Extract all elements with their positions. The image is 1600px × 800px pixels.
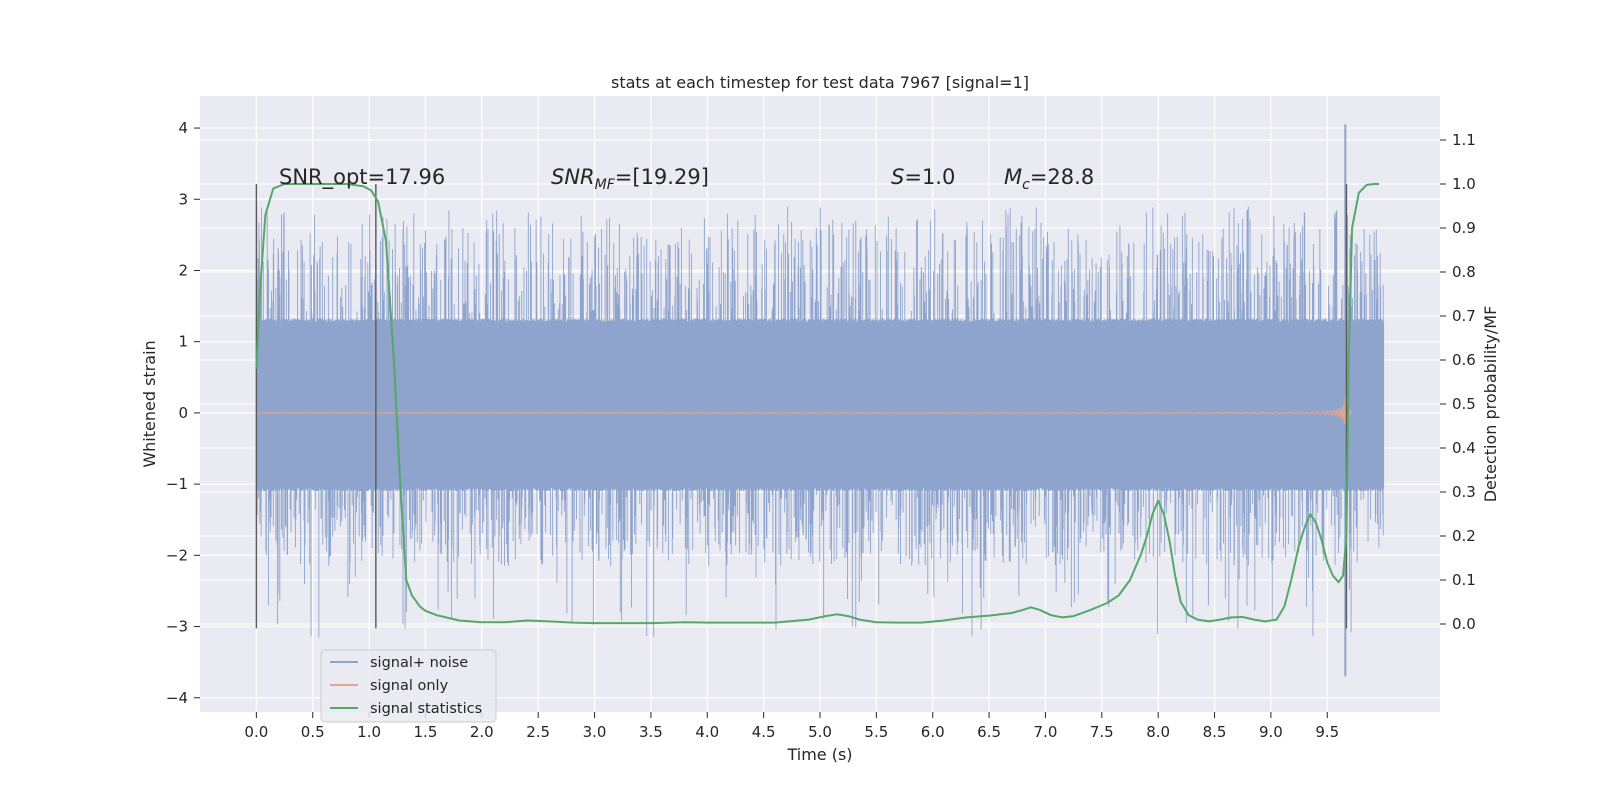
x-axis-ticks: 0.0 0.5 1.0 1.5 2.0 2.5 3.0 3.5 4.0 4.5 5.0 5.5 6.0 6…: [244, 712, 1339, 741]
y-axis-left-ticks: 4 3 2 1 0 −1 −2 −3 −4: [166, 119, 200, 707]
y-axis-right-ticks: 1.1 1.0 0.9 0.8 0.7 0.6 0.5 0.4 0.3 0.2 0.1 0.0: [1440, 131, 1476, 633]
annotation-snr-opt: SNR_opt=17.96: [279, 165, 445, 190]
mc-subscript: c: [1022, 177, 1030, 193]
vertical-markers: [255, 184, 1348, 629]
y-left-tick-label: 0: [178, 404, 188, 422]
y-right-tick-label: 0.0: [1452, 615, 1476, 633]
x-tick-label: 3.5: [639, 723, 663, 741]
x-tick-label: 8.0: [1146, 723, 1170, 741]
x-tick-label: 6.5: [977, 723, 1001, 741]
x-tick-label: 9.0: [1259, 723, 1283, 741]
s-value: =1.0: [904, 165, 955, 189]
x-tick-label: 6.0: [921, 723, 945, 741]
x-axis-label: Time (s): [786, 745, 852, 764]
chart-title: stats at each timestep for test data 796…: [611, 73, 1029, 92]
snr-mf-subscript: MF: [595, 177, 616, 193]
y-right-tick-label: 0.8: [1452, 263, 1476, 281]
x-tick-label: 3.0: [583, 723, 607, 741]
y-right-tick-label: 0.3: [1452, 483, 1476, 501]
x-tick-label: 9.5: [1315, 723, 1339, 741]
y-right-tick-label: 0.2: [1452, 527, 1476, 545]
x-tick-label: 0.0: [244, 723, 268, 741]
signal-only-line: [256, 381, 1353, 424]
y-right-tick-label: 1.0: [1452, 175, 1476, 193]
y-right-tick-label: 0.1: [1452, 571, 1476, 589]
signal-statistics-line: [255, 183, 1380, 625]
annotation-snr-mf: SNRMF=[19.29]: [551, 165, 709, 193]
y-right-tick-label: 1.1: [1452, 131, 1476, 149]
y-left-tick-label: −4: [166, 689, 188, 707]
x-tick-label: 2.5: [526, 723, 550, 741]
y-left-tick-label: 4: [178, 119, 188, 137]
y-right-tick-label: 0.4: [1452, 439, 1476, 457]
legend-box: [320, 649, 497, 723]
x-tick-label: 4.5: [752, 723, 776, 741]
annotation-mc: Mc=28.8: [1004, 165, 1094, 193]
y-left-tick-label: 3: [178, 190, 188, 208]
snr-mf-symbol: SNR: [551, 165, 595, 189]
y-left-tick-label: −3: [166, 618, 188, 636]
y-left-tick-label: −2: [166, 546, 188, 564]
y-axis-right-label: Detection probability/MF: [1481, 306, 1500, 503]
x-tick-label: 5.5: [864, 723, 888, 741]
series-signal-statistics: [255, 183, 1380, 625]
y-right-tick-label: 0.7: [1452, 307, 1476, 325]
mc-value: =28.8: [1030, 165, 1094, 189]
y-right-tick-label: 0.5: [1452, 395, 1476, 413]
x-tick-label: 1.5: [414, 723, 438, 741]
x-tick-label: 2.0: [470, 723, 494, 741]
s-symbol: S: [891, 165, 904, 189]
series-signal-only: [256, 381, 1353, 424]
legend-label-signal-plus-noise: signal+ noise: [370, 655, 468, 671]
annotation-s: S=1.0: [891, 165, 955, 189]
legend-label-signal-only: signal only: [370, 678, 449, 694]
x-tick-label: 0.5: [301, 723, 325, 741]
x-tick-label: 7.0: [1034, 723, 1058, 741]
x-tick-label: 7.5: [1090, 723, 1114, 741]
y-axis-left-label: Whitened strain: [140, 340, 159, 467]
x-tick-label: 5.0: [808, 723, 832, 741]
y-right-tick-label: 0.6: [1452, 351, 1476, 369]
series-signal-plus-noise: [255, 124, 1385, 677]
x-tick-label: 1.0: [357, 723, 381, 741]
y-left-tick-label: 2: [178, 261, 188, 279]
snr-mf-value: =[19.29]: [615, 165, 709, 189]
legend: signal+ noise signal only signal statist…: [320, 649, 497, 723]
y-left-tick-label: −1: [166, 475, 188, 493]
legend-label-signal-statistics: signal statistics: [370, 701, 482, 717]
x-tick-label: 8.5: [1203, 723, 1227, 741]
y-left-tick-label: 1: [178, 333, 188, 351]
y-right-tick-label: 0.9: [1452, 219, 1476, 237]
mc-symbol: M: [1004, 165, 1022, 189]
x-tick-label: 4.0: [695, 723, 719, 741]
